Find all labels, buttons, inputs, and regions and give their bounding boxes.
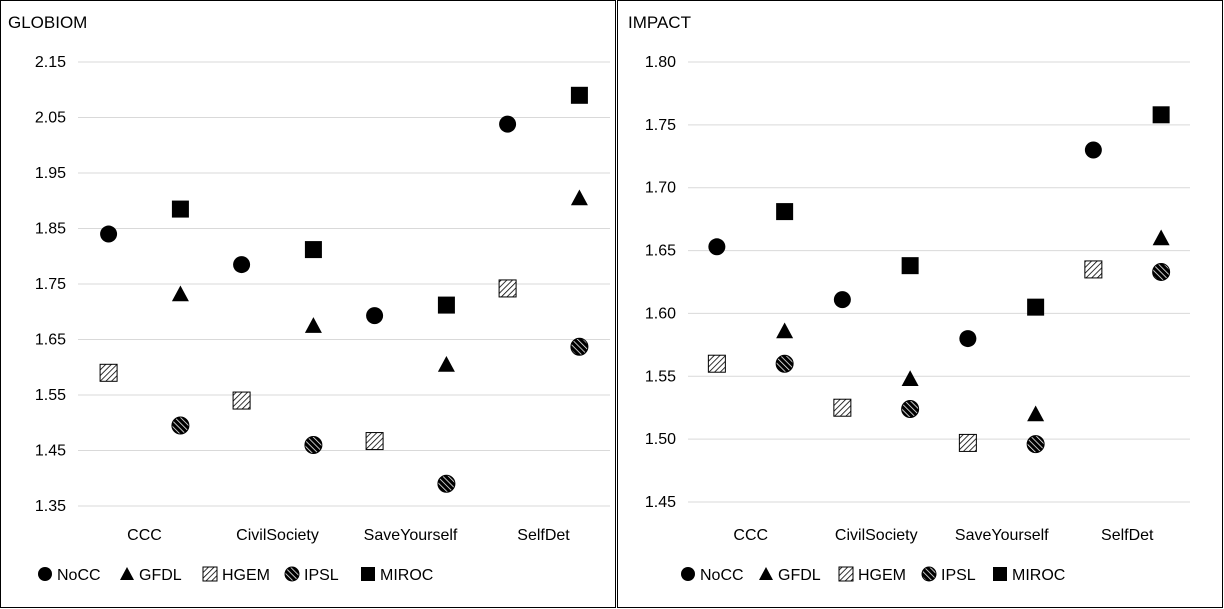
x-tick-label-civilsociety: CivilSociety (835, 527, 918, 544)
legend-label-hgem: HGEM (222, 567, 270, 584)
panel-frame-impact (617, 0, 1223, 608)
point-hgem-selfdet (1084, 260, 1103, 279)
point-hgem-saveyourself (958, 433, 977, 452)
point-gfdl-civilsociety (304, 317, 322, 333)
point-hgem-saveyourself (365, 432, 384, 451)
y-tick-label: 1.50 (645, 431, 676, 448)
y-tick-label: 1.60 (645, 305, 676, 322)
x-tick-label-ccc: CCC (733, 527, 768, 544)
point-gfdl-ccc (776, 322, 794, 339)
point-gfdl-saveyourself (1027, 405, 1045, 422)
x-tick-label-saveyourself: SaveYourself (955, 527, 1049, 544)
y-tick-label: 1.85 (35, 221, 66, 238)
plot-impact: 1.80 1.75 1.70 1.65 1.60 1.55 1.50 1.45 CCC Civil… (645, 54, 1190, 584)
y-tick-label: 2.15 (35, 54, 66, 71)
x-tick-label-civilsociety: CivilSociety (236, 527, 319, 544)
legend-label-hgem: HGEM (858, 567, 906, 584)
y-tick-label: 1.35 (35, 498, 66, 515)
point-miroc-selfdet (1152, 106, 1170, 124)
point-ipsl-saveyourself (437, 474, 456, 493)
panel-title-globiom: GLOBIOM (8, 13, 87, 32)
y-tick-label: 1.95 (35, 165, 66, 182)
point-hgem-selfdet (498, 279, 517, 298)
legend-label-miroc: MIROC (380, 567, 433, 584)
point-gfdl-selfdet (570, 189, 588, 206)
legend-marker-hgem (838, 566, 854, 582)
legend-marker-ipsl (921, 566, 937, 582)
point-gfdl-civilsociety (901, 370, 919, 387)
y-tick-label: 1.80 (645, 54, 676, 71)
point-nocc-civilsociety (833, 291, 851, 309)
x-tick-label-selfdet: SelfDet (1101, 527, 1154, 544)
legend-marker-miroc (993, 567, 1007, 581)
point-nocc-ccc (708, 238, 726, 256)
legend-label-ipsl: IPSL (941, 567, 976, 584)
panel-frame-globiom (0, 0, 616, 608)
y-tick-label: 1.55 (35, 387, 66, 404)
point-miroc-ccc (171, 200, 189, 218)
point-nocc-selfdet (1084, 141, 1102, 159)
x-tick-label-saveyourself: SaveYourself (364, 527, 458, 544)
point-ipsl-selfdet (570, 337, 589, 356)
legend-marker-gfdl (120, 567, 134, 580)
y-tick-label: 2.05 (35, 110, 66, 127)
point-hgem-ccc (707, 354, 726, 373)
y-tick-label: 1.45 (35, 443, 66, 460)
legend-marker-nocc (38, 567, 52, 581)
legend-label-gfdl: GFDL (778, 567, 821, 584)
point-hgem-civilsociety (833, 398, 852, 417)
point-nocc-saveyourself (366, 307, 384, 325)
point-miroc-civilsociety (304, 241, 322, 259)
legend-label-nocc: NoCC (700, 567, 744, 584)
point-hgem-civilsociety (232, 391, 251, 410)
point-miroc-civilsociety (901, 257, 919, 275)
y-tick-label: 1.75 (645, 117, 676, 134)
y-tick-label: 1.75 (35, 276, 66, 293)
plot-globiom: 2.15 2.05 1.95 1.85 1.75 1.65 1.55 1.45 1.35 CCC C… (35, 54, 610, 584)
point-miroc-selfdet (570, 86, 588, 104)
y-tick-label: 1.70 (645, 180, 676, 197)
y-tick-label: 1.65 (645, 243, 676, 260)
y-tick-label: 1.55 (645, 368, 676, 385)
point-gfdl-selfdet (1152, 229, 1170, 246)
point-ipsl-selfdet (1152, 262, 1171, 281)
legend-marker-hgem (202, 566, 218, 582)
point-miroc-saveyourself (437, 296, 455, 314)
point-nocc-saveyourself (959, 330, 977, 348)
legend-marker-gfdl (759, 567, 773, 580)
point-gfdl-saveyourself (437, 355, 455, 372)
point-ipsl-civilsociety (304, 435, 323, 454)
legend-marker-miroc (361, 567, 375, 581)
legend-label-nocc: NoCC (57, 567, 101, 584)
point-hgem-ccc (99, 363, 118, 382)
point-ipsl-saveyourself (1026, 435, 1045, 454)
x-tick-label-selfdet: SelfDet (517, 527, 570, 544)
y-tick-label: 1.65 (35, 332, 66, 349)
legend-label-gfdl: GFDL (139, 567, 182, 584)
point-nocc-civilsociety (233, 256, 251, 274)
legend-marker-ipsl (284, 566, 300, 582)
point-gfdl-ccc (171, 285, 189, 302)
point-ipsl-ccc (775, 354, 794, 373)
legend-label-miroc: MIROC (1012, 567, 1065, 584)
point-nocc-ccc (100, 225, 118, 243)
point-ipsl-civilsociety (901, 399, 920, 418)
legend-label-ipsl: IPSL (304, 567, 339, 584)
point-miroc-saveyourself (1027, 298, 1045, 316)
legend-marker-nocc (681, 567, 695, 581)
x-tick-label-ccc: CCC (127, 527, 162, 544)
panel-title-impact: IMPACT (628, 13, 691, 32)
point-miroc-ccc (776, 203, 794, 221)
y-tick-label: 1.45 (645, 494, 676, 511)
point-ipsl-ccc (171, 416, 190, 435)
point-nocc-selfdet (499, 115, 517, 133)
